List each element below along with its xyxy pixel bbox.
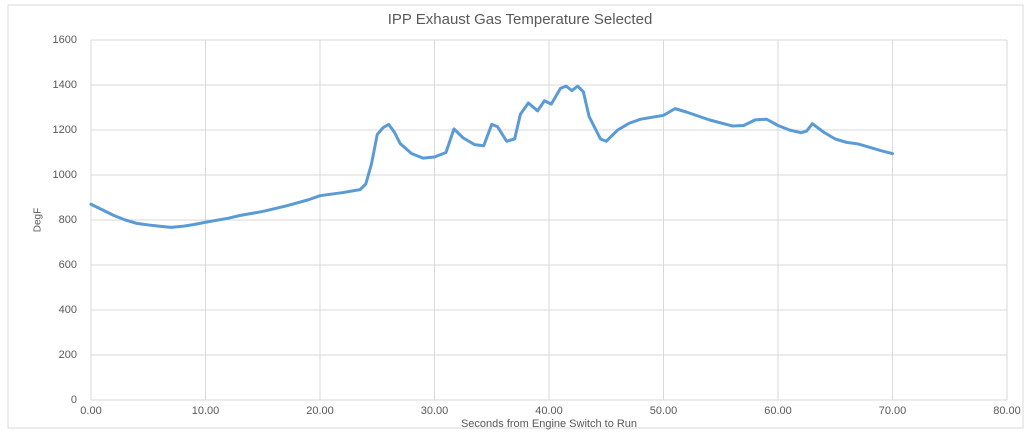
y-tick-label: 600 [59,259,77,271]
x-axis-label: Seconds from Engine Switch to Run [461,418,637,430]
chart-title: IPP Exhaust Gas Temperature Selected [388,11,653,28]
chart-border [7,4,1024,429]
y-tick-label: 1200 [53,124,77,136]
y-tick-label: 0 [71,394,77,406]
data-line [89,84,894,229]
x-tick-label: 70.00 [879,405,907,417]
y-axis-label: DegF [33,208,44,232]
y-tick-label: 1600 [53,34,77,46]
x-tick-label: 20.00 [306,405,334,417]
y-tick-label: 200 [59,349,77,361]
x-tick-label: 60.00 [764,405,792,417]
x-tick-label: 50.00 [650,405,678,417]
y-tick-label: 800 [59,214,77,226]
x-tick-label: 80.00 [993,405,1021,417]
x-tick-label: 0.00 [80,405,101,417]
x-tick-label: 10.00 [192,405,220,417]
y-tick-label: 400 [59,304,77,316]
y-tick-label: 1400 [53,79,77,91]
x-tick-label: 40.00 [535,405,563,417]
y-tick-label: 1000 [53,169,77,181]
x-tick-label: 30.00 [421,405,449,417]
